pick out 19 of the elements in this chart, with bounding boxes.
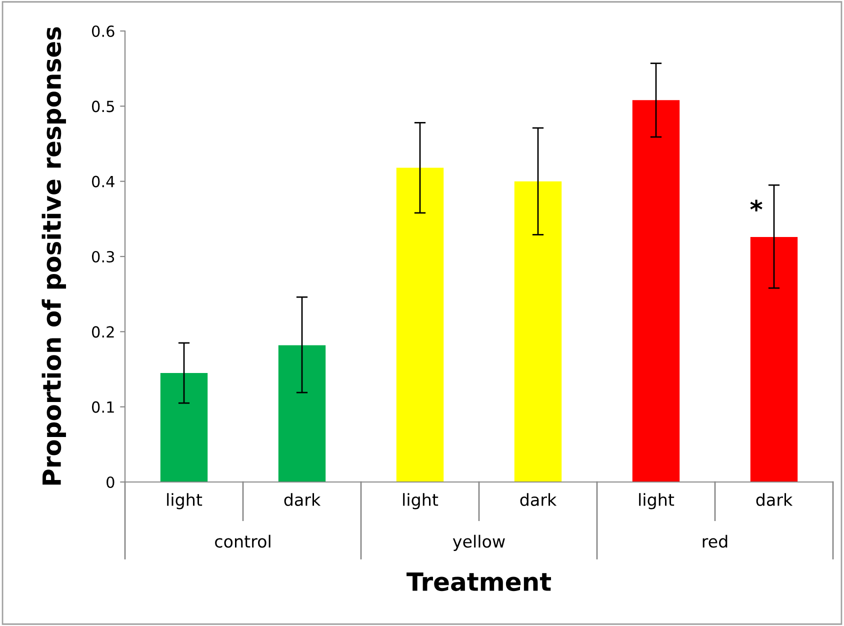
y-tick-label: 0.3 — [92, 250, 114, 263]
x-tick-label: dark — [756, 493, 793, 506]
x-tick-label: light — [639, 493, 674, 510]
x-axis-title: Treatment — [406, 572, 552, 592]
y-tick-label: 0.2 — [92, 326, 114, 338]
y-axis-title: Proportion of positive responses — [42, 27, 66, 485]
text: yellow — [452, 534, 505, 551]
text: control — [215, 534, 270, 548]
x-tick-label: light — [403, 493, 438, 510]
y-tick-label: 0.4 — [92, 176, 114, 188]
y-tick-label: 0.5 — [92, 100, 114, 112]
y-tick-label: 0.1 — [92, 401, 114, 413]
y-tick-label: 0.6 — [92, 25, 114, 38]
x-tick-label: light — [167, 493, 202, 510]
y-tick-label: 0 — [106, 476, 114, 488]
x-tick-label: dark — [284, 493, 321, 506]
annotation: * — [750, 200, 762, 212]
text: red — [702, 534, 728, 548]
x-tick-label: dark — [520, 493, 557, 506]
